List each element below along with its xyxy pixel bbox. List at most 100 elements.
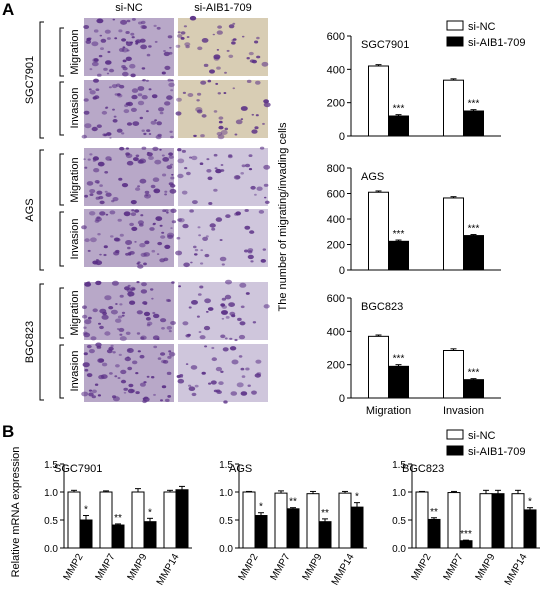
stained-cell [156, 253, 160, 255]
stained-cell [182, 91, 186, 94]
stained-cell [83, 25, 90, 29]
stained-cell [84, 123, 92, 129]
stained-cell [167, 355, 172, 359]
stained-cell [251, 129, 258, 134]
stained-cell [210, 380, 217, 385]
y-tick-label: 1.0 [44, 488, 58, 499]
chart-title: SGC7901 [54, 463, 102, 475]
stained-cell [237, 317, 242, 321]
stained-cell [104, 190, 108, 193]
stained-cell [201, 114, 207, 118]
stained-cell [114, 37, 118, 40]
x-tick-label: MMP14 [503, 552, 530, 588]
stained-cell [194, 253, 198, 256]
stained-cell [112, 351, 116, 354]
chart-title: AGS [361, 171, 384, 183]
stained-cell [180, 37, 185, 40]
x-tick-label: MMP2 [237, 552, 261, 583]
stained-cell [144, 240, 150, 245]
stained-cell [86, 344, 92, 349]
stained-cell [213, 110, 218, 113]
stained-cell [150, 184, 156, 189]
stained-cell [221, 305, 227, 309]
legend-label-si-nc: si-NC [468, 430, 496, 442]
stained-cell [98, 358, 105, 363]
stained-cell [128, 295, 132, 297]
stained-cell [189, 209, 194, 213]
x-tick-label: MMP7 [442, 552, 466, 583]
stained-cell [153, 24, 157, 27]
stained-cell [135, 372, 139, 375]
bar-si-aib1 [523, 509, 537, 549]
stained-cell [240, 305, 245, 309]
stained-cell [182, 321, 189, 326]
stained-cell [98, 322, 101, 325]
stained-cell [184, 42, 191, 47]
stained-cell [83, 326, 87, 329]
stained-cell [154, 159, 162, 165]
stained-cell [193, 134, 197, 138]
stained-cell [228, 54, 234, 58]
stained-cell [99, 325, 104, 330]
x-tick-label: MMP2 [62, 552, 86, 583]
stained-cell [167, 78, 172, 82]
stained-cell [220, 334, 226, 339]
stained-cell [109, 210, 116, 215]
bar-si-aib1 [318, 521, 332, 549]
stained-cell [256, 372, 262, 376]
stained-cell [164, 65, 171, 70]
stained-cell [152, 335, 160, 340]
stained-cell [214, 167, 218, 170]
stained-cell [145, 317, 151, 321]
stained-cell [177, 173, 184, 179]
stained-cell [146, 375, 150, 378]
stained-cell [258, 210, 265, 214]
stained-cell [108, 86, 112, 89]
significance-mark: *** [460, 529, 472, 540]
stained-cell [181, 190, 188, 195]
stained-cell [106, 37, 111, 40]
bar-si-aib1 [286, 508, 300, 549]
stained-cell [262, 248, 266, 251]
y-tick-label: 200 [327, 98, 345, 110]
stained-cell [213, 188, 218, 192]
stained-cell [96, 181, 100, 184]
stained-cell [196, 99, 200, 102]
stained-cell [135, 42, 139, 45]
stained-cell [191, 392, 197, 397]
stained-cell [165, 398, 170, 402]
stained-cell [168, 155, 174, 159]
stained-cell [240, 106, 248, 111]
stained-cell [92, 156, 99, 161]
assay-label-invasion: Invasion [69, 88, 81, 129]
stained-cell [261, 61, 269, 67]
stained-cell [217, 92, 221, 95]
stained-cell [84, 166, 88, 169]
stained-cell [229, 311, 236, 316]
stained-cell [170, 135, 174, 139]
stained-cell [205, 311, 209, 313]
stained-cell [229, 346, 237, 351]
stained-cell [240, 118, 244, 120]
stained-cell [118, 177, 123, 181]
stained-cell [141, 146, 147, 150]
stained-cell [136, 281, 140, 284]
stained-cell [151, 376, 155, 379]
y-tick-label: 1.0 [392, 488, 406, 499]
stained-cell [209, 69, 215, 74]
bar-si-nc [338, 492, 352, 549]
stained-cell [231, 359, 239, 365]
stained-cell [194, 384, 199, 388]
stained-cell [141, 129, 145, 132]
stained-cell [157, 241, 163, 246]
stained-cell [143, 132, 147, 136]
y-tick-label: 600 [327, 293, 345, 305]
stained-cell [200, 80, 207, 85]
stained-cell [241, 375, 246, 378]
stained-cell [139, 354, 145, 359]
stained-cell [251, 113, 255, 116]
stained-cell [93, 168, 100, 173]
stained-cell [146, 129, 151, 132]
stained-cell [221, 297, 227, 301]
stained-cell [108, 68, 115, 73]
